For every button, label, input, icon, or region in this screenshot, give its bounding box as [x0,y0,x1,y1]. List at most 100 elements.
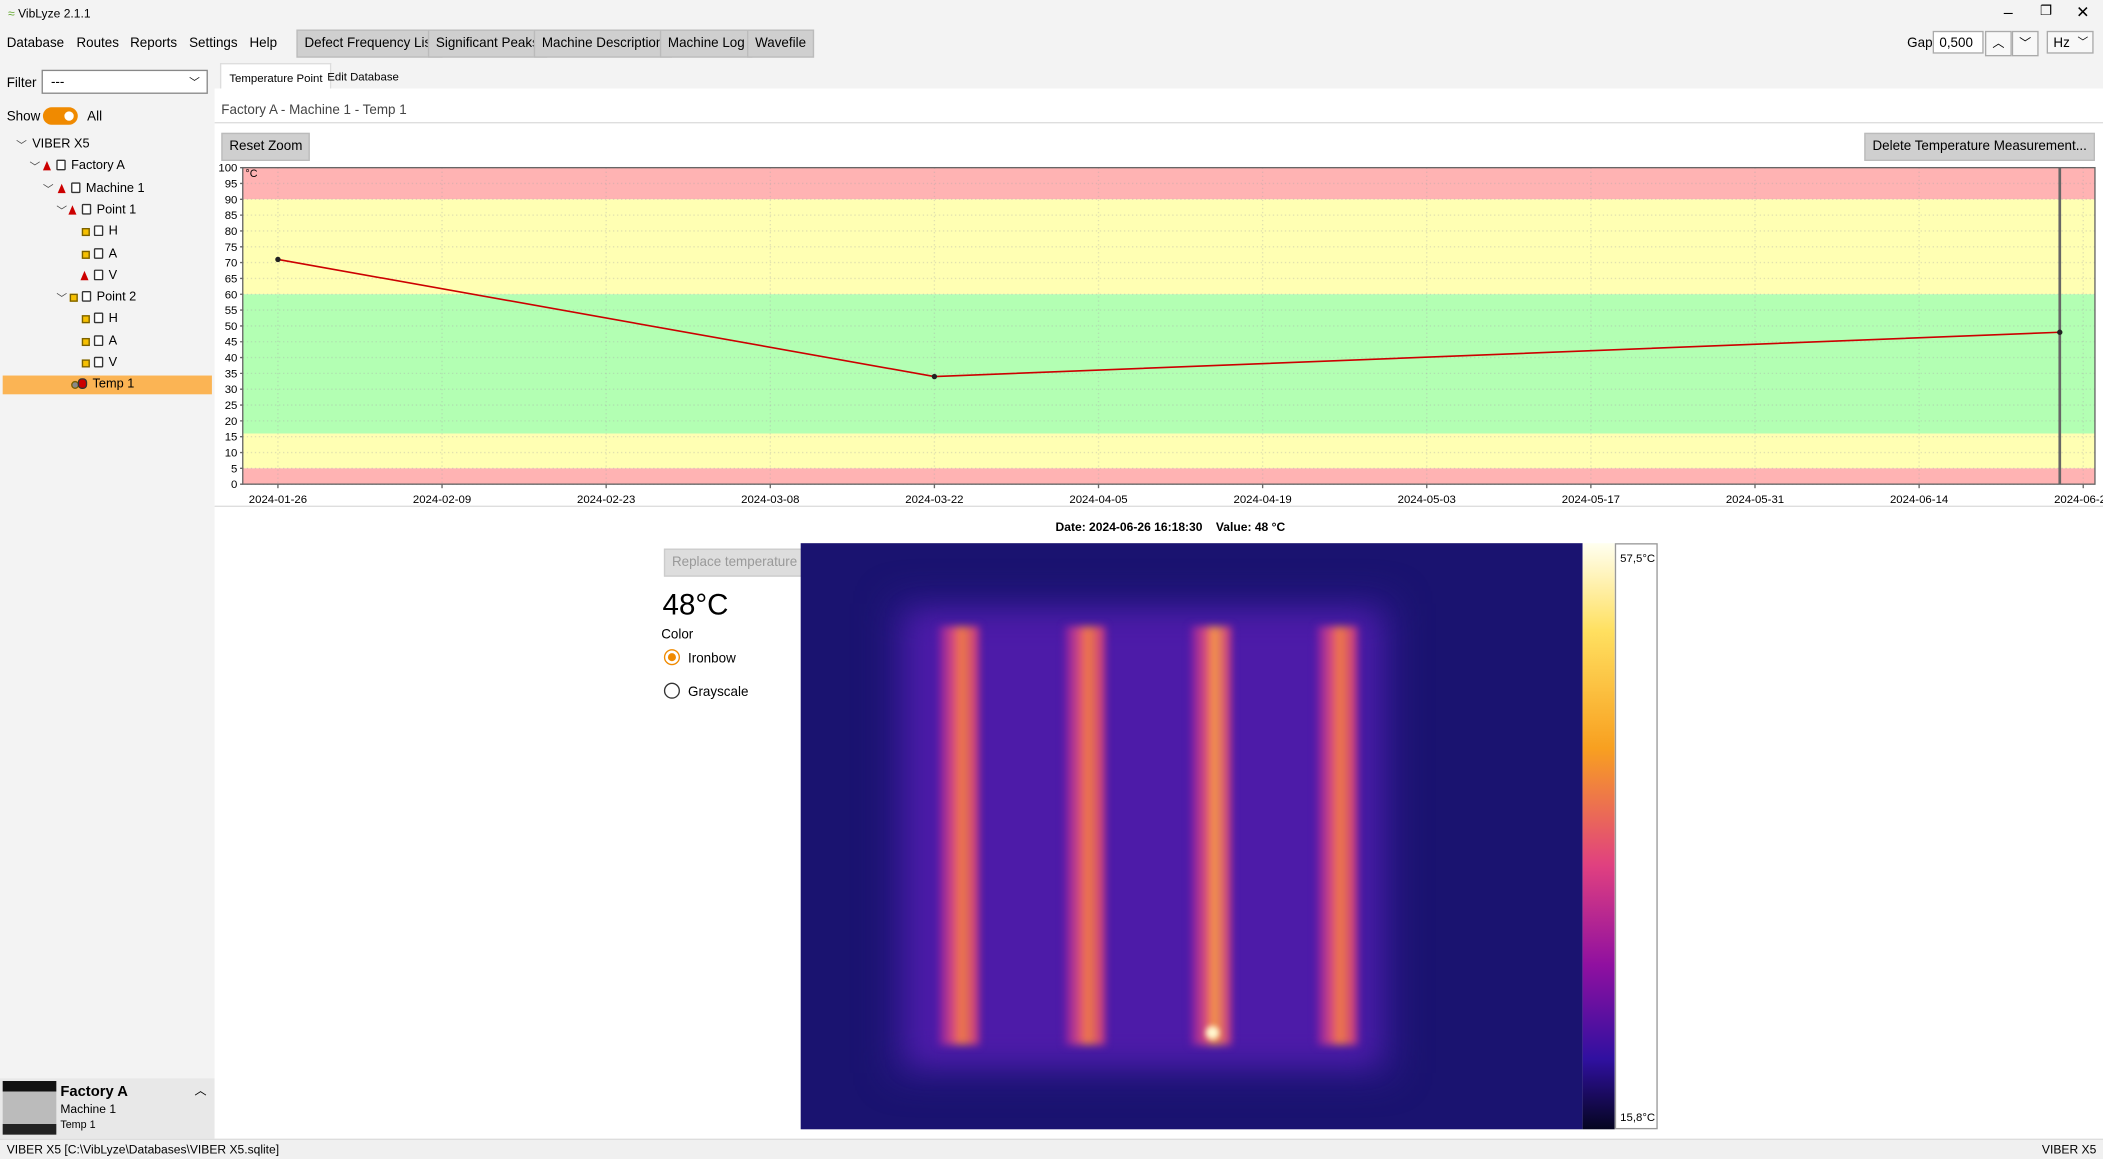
tree-node[interactable]: A [108,246,118,261]
tree-node[interactable]: Point 2 [96,289,137,305]
filter-label: Filter [6,76,37,92]
tab[interactable]: Edit Database [327,69,399,84]
y-tick-label: 55 [225,305,238,317]
node-icon [81,291,92,302]
gap-up[interactable]: ︿ [1984,30,2012,57]
color-scale-labels: 57,5°C 15,8°C [1614,543,1658,1130]
node-icon [93,225,104,237]
y-tick-label: 65 [225,273,238,285]
menu-item[interactable]: Database [6,36,65,51]
toolbar-button[interactable]: Significant Peaks [427,29,547,58]
menu-item[interactable]: Reports [130,36,178,51]
y-tick-label: 95 [225,178,238,190]
ironbow-label: Ironbow [688,651,736,667]
toolbar-button[interactable]: Defect Frequency List [296,29,443,58]
tree-node[interactable]: A [108,333,118,349]
filter-select[interactable]: --- ﹀ [41,69,208,94]
show-value: All [87,109,103,125]
y-tick-label: 40 [225,353,238,365]
status-warning [69,293,78,302]
tree-selection [2,375,212,395]
title-bar: ≈ VibLyze 2.1.1 – ❐ ✕ [0,0,2103,27]
x-tick-label: 2024-02-23 [577,494,635,506]
tree-node[interactable]: V [108,355,118,371]
data-point [931,373,938,380]
x-tick-label: 2024-03-08 [741,494,799,506]
y-tick-label: 30 [225,384,238,396]
plot-frame [242,166,2096,485]
x-tick-label: 2024-05-17 [1562,494,1620,506]
x-tick-label: 2024-06-28 [2054,494,2103,506]
tree-chevron[interactable]: ﹀ [42,183,54,196]
y-tick-label: 100 [218,163,237,175]
tree-node[interactable]: H [108,311,118,327]
tree-chevron[interactable]: ﹀ [56,292,68,305]
filter-value: --- [50,75,65,90]
tree-node[interactable]: Point 1 [96,202,137,218]
status-warning [81,315,90,324]
status-bar: VIBER X5 [C:\VibLyze\Databases\VIBER X5.… [0,1138,2103,1159]
x-tick-label: 2024-03-22 [905,494,963,506]
y-tick-label: 35 [225,368,238,380]
restore[interactable]: ❐ [2039,4,2052,19]
reset-zoom[interactable]: Reset Zoom [221,132,311,161]
tree-node[interactable]: Factory A [71,158,125,174]
tree-node[interactable]: Temp 1 [92,377,135,393]
status-warning [81,359,90,368]
y-tick-label: 15 [225,432,238,444]
divider [214,505,2103,507]
window-title: ≈ VibLyze 2.1.1 [8,6,91,21]
y-tick-label: 60 [225,289,238,301]
menu-item[interactable]: Help [249,36,278,51]
scale-min: 15,8°C [1620,1110,1656,1124]
unit-select[interactable]: Hz ﹀ [2046,30,2094,54]
menu-item[interactable]: Settings [189,36,238,51]
gap-down[interactable]: ﹀ [2011,30,2039,57]
delete-text: Delete Temperature Measurement... [1872,139,2087,155]
x-tick-label: 2024-02-09 [413,494,471,506]
replace-temperature[interactable]: Replace temperature [663,548,806,577]
data-point [2057,329,2063,335]
toolbar-button[interactable]: Machine Description [533,29,672,58]
toolbar-button[interactable]: Machine Log [659,29,753,58]
unit-value: Hz [2053,36,2070,51]
menu-item[interactable]: Routes [76,36,119,51]
card-machine: Machine 1 [60,1102,117,1116]
close[interactable]: ✕ [2076,2,2090,22]
collapse[interactable]: ︿ [194,1083,207,1098]
sidebar: Filter --- ﹀ Show All ﹀ VIBER X5 ﹀ Factory A… [0,59,215,1139]
node-icon [81,203,92,215]
toolbar-button[interactable]: Wavefile [747,29,815,58]
tree-node[interactable]: Machine 1 [85,180,145,196]
zone-band [242,294,2095,434]
tree-node[interactable]: V [108,267,118,283]
x-tick-label: 2024-04-19 [1233,494,1291,506]
big-value: 48°C [662,587,729,621]
tree-chevron[interactable]: ﹀ [29,161,41,174]
radio-grayscale[interactable] [663,682,680,699]
status-warning [81,250,90,259]
color-scale [1582,543,1615,1130]
status-warning [81,337,90,346]
gap-input[interactable]: 0,500 [1932,30,1984,54]
replace-text: Replace temperature [671,555,798,571]
node-icon [93,313,104,324]
tree-chevron[interactable]: ﹀ [56,205,68,218]
tree-chevron[interactable]: ﹀ [16,139,27,152]
tree-node[interactable]: VIBER X5 [32,136,90,152]
x-tick-label: 2024-04-05 [1069,494,1127,506]
tree-node[interactable]: H [108,224,118,239]
tab-active[interactable]: Temperature Point [219,63,332,89]
delete-button[interactable]: Delete Temperature Measurement... [1864,132,2095,161]
status-warning [81,228,90,237]
y-tick-label: 85 [225,210,238,222]
gap-value: 0,500 [1939,36,1973,51]
y-tick-label: 90 [225,194,238,206]
color-label: Color [661,627,694,643]
minimize[interactable]: – [2003,2,2013,22]
radio-ironbow[interactable] [663,649,680,666]
show-label: Show [6,109,41,125]
show-toggle[interactable] [42,107,78,125]
reset-zoom-text: Reset Zoom [229,139,303,155]
y-tick-label: 45 [225,337,238,349]
